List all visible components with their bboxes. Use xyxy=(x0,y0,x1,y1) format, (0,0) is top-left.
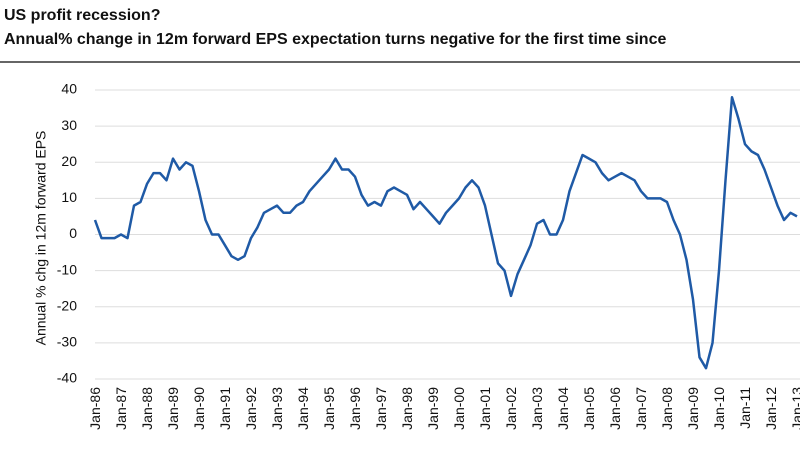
x-tick-label: Jan-04 xyxy=(555,387,571,430)
y-tick-label: -40 xyxy=(57,370,77,386)
x-tick-label: Jan-11 xyxy=(737,387,753,429)
y-tick-label: -10 xyxy=(57,261,77,277)
chart-title: US profit recession? xyxy=(4,7,160,24)
x-tick-label: Jan-91 xyxy=(217,387,233,430)
chart-subtitle: Annual% change in 12m forward EPS expect… xyxy=(4,31,666,48)
y-axis-label: Annual % chg in 12m forward EPS xyxy=(33,131,49,346)
x-tick-label: Jan-05 xyxy=(581,387,597,430)
x-tick-label: Jan-88 xyxy=(139,387,155,430)
x-tick-label: Jan-06 xyxy=(607,387,623,430)
y-tick-label: -30 xyxy=(57,334,77,350)
x-tick-label: Jan-13 xyxy=(789,387,800,430)
x-tick-label: Jan-01 xyxy=(477,387,493,430)
x-tick-label: Jan-99 xyxy=(425,387,441,430)
x-tick-label: Jan-93 xyxy=(269,387,285,430)
y-tick-label: -20 xyxy=(57,297,77,313)
x-tick-label: Jan-98 xyxy=(399,387,415,430)
y-tick-label: 10 xyxy=(61,189,77,205)
x-tick-label: Jan-00 xyxy=(451,387,467,430)
y-tick-label: 0 xyxy=(69,225,77,241)
x-tick-label: Jan-09 xyxy=(685,387,701,430)
x-tick-label: Jan-94 xyxy=(295,387,311,430)
x-tick-label: Jan-87 xyxy=(113,387,129,430)
data-line xyxy=(93,95,798,370)
x-tick-label: Jan-08 xyxy=(659,387,675,430)
y-tick-label: 40 xyxy=(61,81,77,97)
x-tick-label: Jan-12 xyxy=(763,387,779,430)
x-tick-label: Jan-03 xyxy=(529,387,545,430)
x-tick-label: Jan-02 xyxy=(503,387,519,430)
x-tick-label: Jan-96 xyxy=(347,387,363,430)
x-tick-label: Jan-97 xyxy=(373,387,389,430)
x-tick-label: Jan-92 xyxy=(243,387,259,430)
x-tick-label: Jan-10 xyxy=(711,387,727,430)
x-tick-label: Jan-89 xyxy=(165,387,181,430)
x-tick-label: Jan-90 xyxy=(191,387,207,430)
y-tick-label: 30 xyxy=(61,117,77,133)
x-tick-label: Jan-07 xyxy=(633,387,649,430)
y-tick-label: 20 xyxy=(61,153,77,169)
x-tick-label: Jan-95 xyxy=(321,387,337,430)
x-tick-label: Jan-86 xyxy=(87,387,103,430)
